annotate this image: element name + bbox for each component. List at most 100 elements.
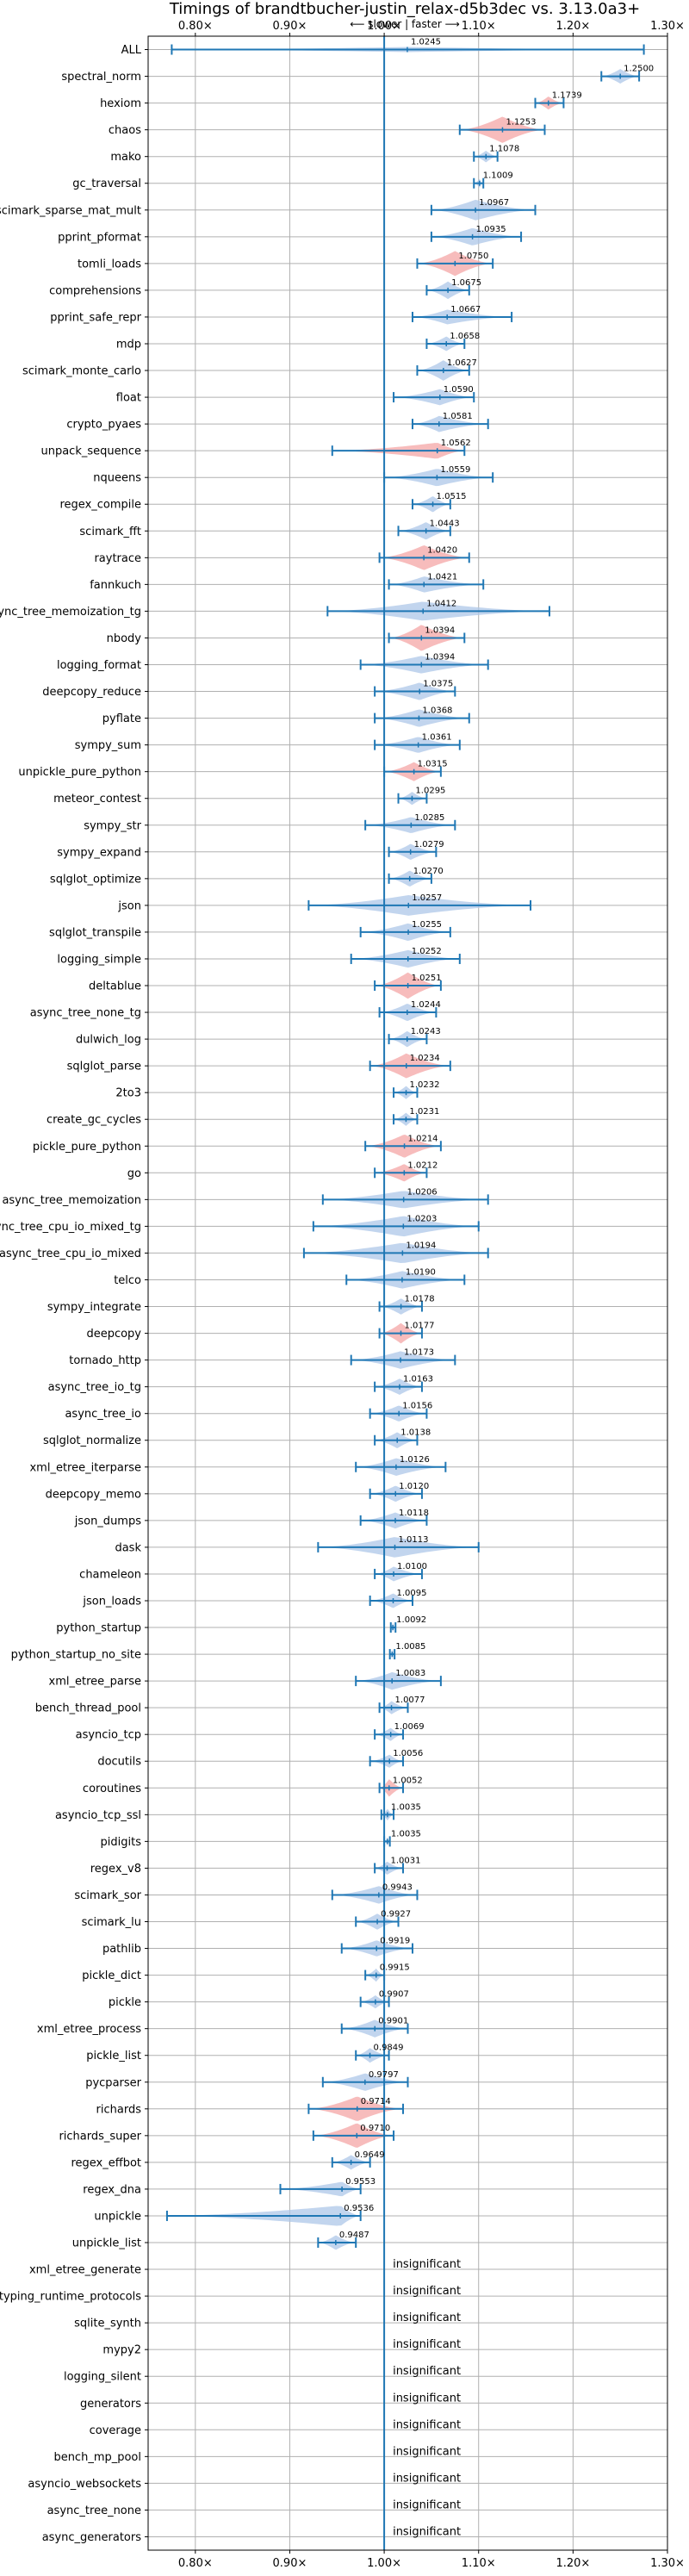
value-label: 0.9943 [382,1882,413,1892]
benchmark-label: async_tree_memoization [2,1194,141,1207]
benchmark-label: scimark_fft [79,526,141,538]
value-label: 1.0368 [422,706,452,716]
value-label: 1.0627 [447,358,477,368]
benchmark-label: dask [115,1541,141,1554]
benchmark-label: mdp [116,338,141,351]
value-label: 1.0120 [399,1482,429,1491]
x-tick-label-bottom: 0.90× [273,2557,307,2570]
benchmark-label: regex_compile [59,499,141,512]
benchmark-label: deepcopy_reduce [42,686,141,699]
value-label: 0.9710 [360,2124,390,2133]
x-tick-label-bottom: 1.30× [650,2557,685,2570]
benchmark-label: generators [80,2398,141,2411]
value-label: 1.1739 [552,91,582,101]
benchmark-label: async_tree_cpu_io_mixed [0,1248,141,1260]
benchmark-label: deepcopy [86,1328,141,1341]
x-tick-label-bottom: 1.20× [556,2557,590,2570]
insignificant-label: insignificant [393,2338,461,2351]
benchmark-label: xml_etree_parse [49,1676,141,1689]
insignificant-label: insignificant [393,2312,461,2324]
value-label: 1.0095 [397,1589,427,1598]
value-label: 1.0967 [479,198,509,208]
benchmark-label: sqlglot_normalize [43,1434,141,1447]
value-label: 1.0394 [425,653,455,663]
x-tick-label-top: 1.00× [367,20,401,33]
benchmark-label: pickle_list [86,2050,141,2063]
insignificant-label: insignificant [393,2498,461,2511]
benchmark-label: async_tree_none_tg [30,1007,141,1020]
benchmark-label: sympy_sum [75,739,141,752]
benchmark-label: sqlglot_parse [67,1061,141,1073]
insignificant-label: insignificant [393,2472,461,2485]
benchmark-label: async_tree_none [47,2504,141,2517]
benchmark-label: logging_simple [57,953,141,966]
insignificant-label: insignificant [393,2445,461,2458]
value-label: 1.0126 [400,1455,430,1465]
value-label: 1.0092 [396,1615,426,1625]
value-label: 1.0251 [412,974,442,983]
chart-title: Timings of brandtbucher-justin_relax-d5b… [169,0,640,18]
value-label: 1.0206 [407,1187,438,1197]
value-label: 1.0412 [426,599,456,608]
benchmark-label: logging_format [57,659,141,672]
value-label: 1.0177 [404,1322,434,1331]
value-label: 0.9919 [380,1937,410,1946]
value-label: 0.9849 [374,2044,404,2053]
value-label: 1.1078 [489,145,519,154]
value-label: 1.0559 [440,465,470,475]
benchmark-label: async_generators [42,2531,142,2544]
x-tick-label-top: 1.20× [556,20,590,33]
insignificant-label: insignificant [393,2525,461,2538]
benchmark-label: python_startup [56,1622,141,1635]
benchmark-label: sqlite_synth [74,2318,141,2330]
value-label: 1.0515 [437,492,467,501]
benchmark-label: async_tree_io_tg [48,1381,141,1394]
benchmark-label: mypy2 [102,2344,141,2357]
benchmark-label: tornado_http [69,1354,141,1367]
benchmark-label: gc_traversal [72,177,141,190]
benchmark-label: json_loads [82,1595,141,1608]
benchmark-label: crypto_pyaes [66,419,141,432]
benchmark-label: pickle_pure_python [33,1141,141,1154]
plot-frame [147,35,668,2551]
benchmark-label: pathlib [102,1943,141,1956]
value-label: 1.0069 [394,1722,425,1732]
benchmark-label: pidigits [101,1836,142,1849]
benchmark-label: asyncio_tcp [76,1729,141,1742]
value-label: 1.0581 [443,412,473,421]
benchmark-label: logging_silent [64,2371,141,2384]
benchmark-label: scimark_sor [74,1889,141,1902]
benchmark-label: sqlglot_transpile [49,926,141,939]
value-label: 1.0420 [427,545,457,555]
insignificant-label: insignificant [393,2365,461,2378]
benchmark-label: deltablue [89,980,141,993]
value-label: 1.0255 [412,920,442,930]
benchmark-label: spectral_norm [61,71,141,84]
benchmark-label: scimark_sparse_mat_mult [0,204,141,217]
value-label: 1.0031 [390,1856,420,1865]
benchmark-label: unpickle_pure_python [18,766,141,779]
benchmark-label: sympy_integrate [47,1301,141,1314]
value-label: 1.0214 [408,1134,438,1143]
value-label: 1.0212 [407,1160,438,1170]
x-tick-labels: 0.80× 0.80× 0.90× 0.90× 1.00× 1.00× 1.10× 1.10×… [178,20,685,2570]
benchmark-label: comprehensions [49,284,141,297]
benchmark-label: nqueens [93,472,141,485]
value-label: 0.9487 [339,2231,369,2240]
x-tick-label-bottom: 1.10× [462,2557,496,2570]
value-label: 1.0173 [404,1348,434,1358]
benchmark-label: raytrace [94,552,141,565]
value-label: 1.1009 [483,171,513,181]
value-label: 0.9927 [381,1910,411,1920]
value-label: 1.0243 [411,1027,441,1036]
benchmark-label: deepcopy_memo [46,1488,141,1501]
value-label: 0.9553 [345,2177,376,2187]
value-label: 1.0667 [450,305,481,314]
benchmark-label: asyncio_websockets [28,2478,141,2491]
value-label: 1.0675 [451,278,481,288]
value-label: 1.0052 [393,1776,423,1785]
benchmark-label: richards [96,2103,142,2116]
benchmark-label: unpickle_list [72,2237,141,2250]
value-label: 0.9536 [344,2204,374,2213]
